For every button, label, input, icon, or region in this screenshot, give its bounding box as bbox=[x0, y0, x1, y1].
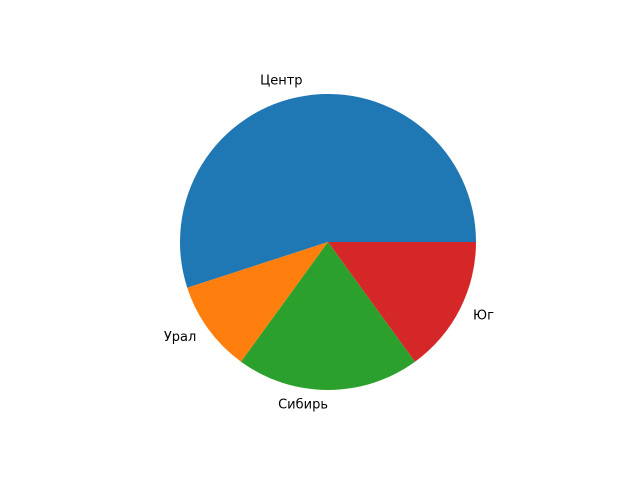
pie-label-1: Центр bbox=[260, 74, 302, 89]
pie-label-3: Сибирь bbox=[278, 397, 328, 412]
pie-label-4: Юг bbox=[473, 308, 494, 323]
pie-labels: Центр Урал Сибирь Юг bbox=[164, 74, 494, 413]
pie-slice-2 bbox=[187, 242, 328, 362]
pie-slice-3 bbox=[241, 242, 415, 390]
pie-slices bbox=[180, 94, 477, 390]
pie-label-2: Урал bbox=[164, 330, 196, 345]
pie-slice-4 bbox=[328, 242, 476, 362]
pie-slice-1 bbox=[180, 94, 477, 288]
